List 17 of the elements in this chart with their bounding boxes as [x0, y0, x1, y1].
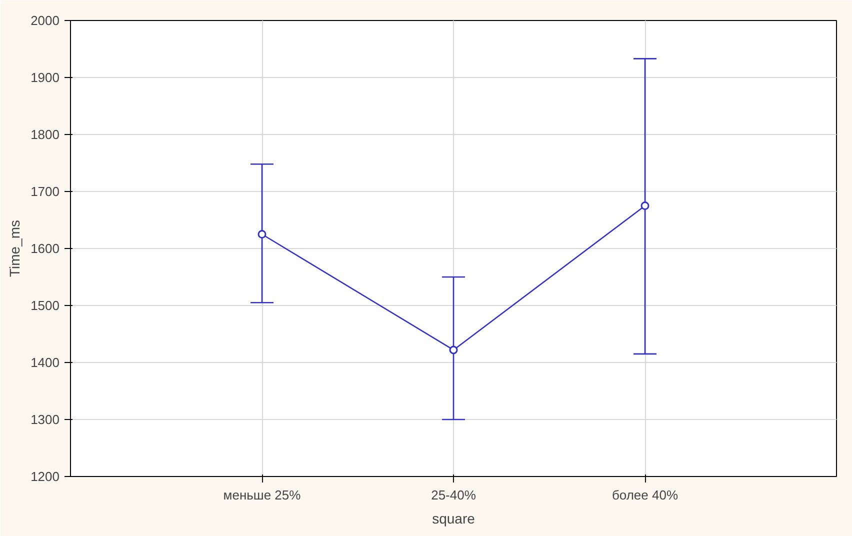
point — [640, 202, 650, 210]
y-tick-label: 1200 — [30, 469, 60, 484]
x-tick-label: 25-40% — [431, 488, 476, 502]
x-axis-title: square — [432, 510, 476, 526]
y-tick-label: 1800 — [30, 127, 60, 142]
point — [258, 230, 266, 238]
x-tick-label: меньше 25% — [223, 488, 302, 502]
y-axis-title: Time_ms — [6, 220, 23, 278]
y-tick-label: 1700 — [30, 184, 60, 199]
y-tick-label: 1500 — [30, 298, 60, 313]
x-tick-label: более 40% — [612, 488, 678, 502]
y-tick-label: 1400 — [30, 355, 60, 370]
y-tick-label: 1900 — [30, 70, 60, 85]
y-tick-label: 1600 — [30, 241, 60, 256]
y-tick-label: 2000 — [30, 13, 60, 28]
point — [449, 346, 458, 354]
y-tick-label: 1300 — [30, 412, 60, 427]
